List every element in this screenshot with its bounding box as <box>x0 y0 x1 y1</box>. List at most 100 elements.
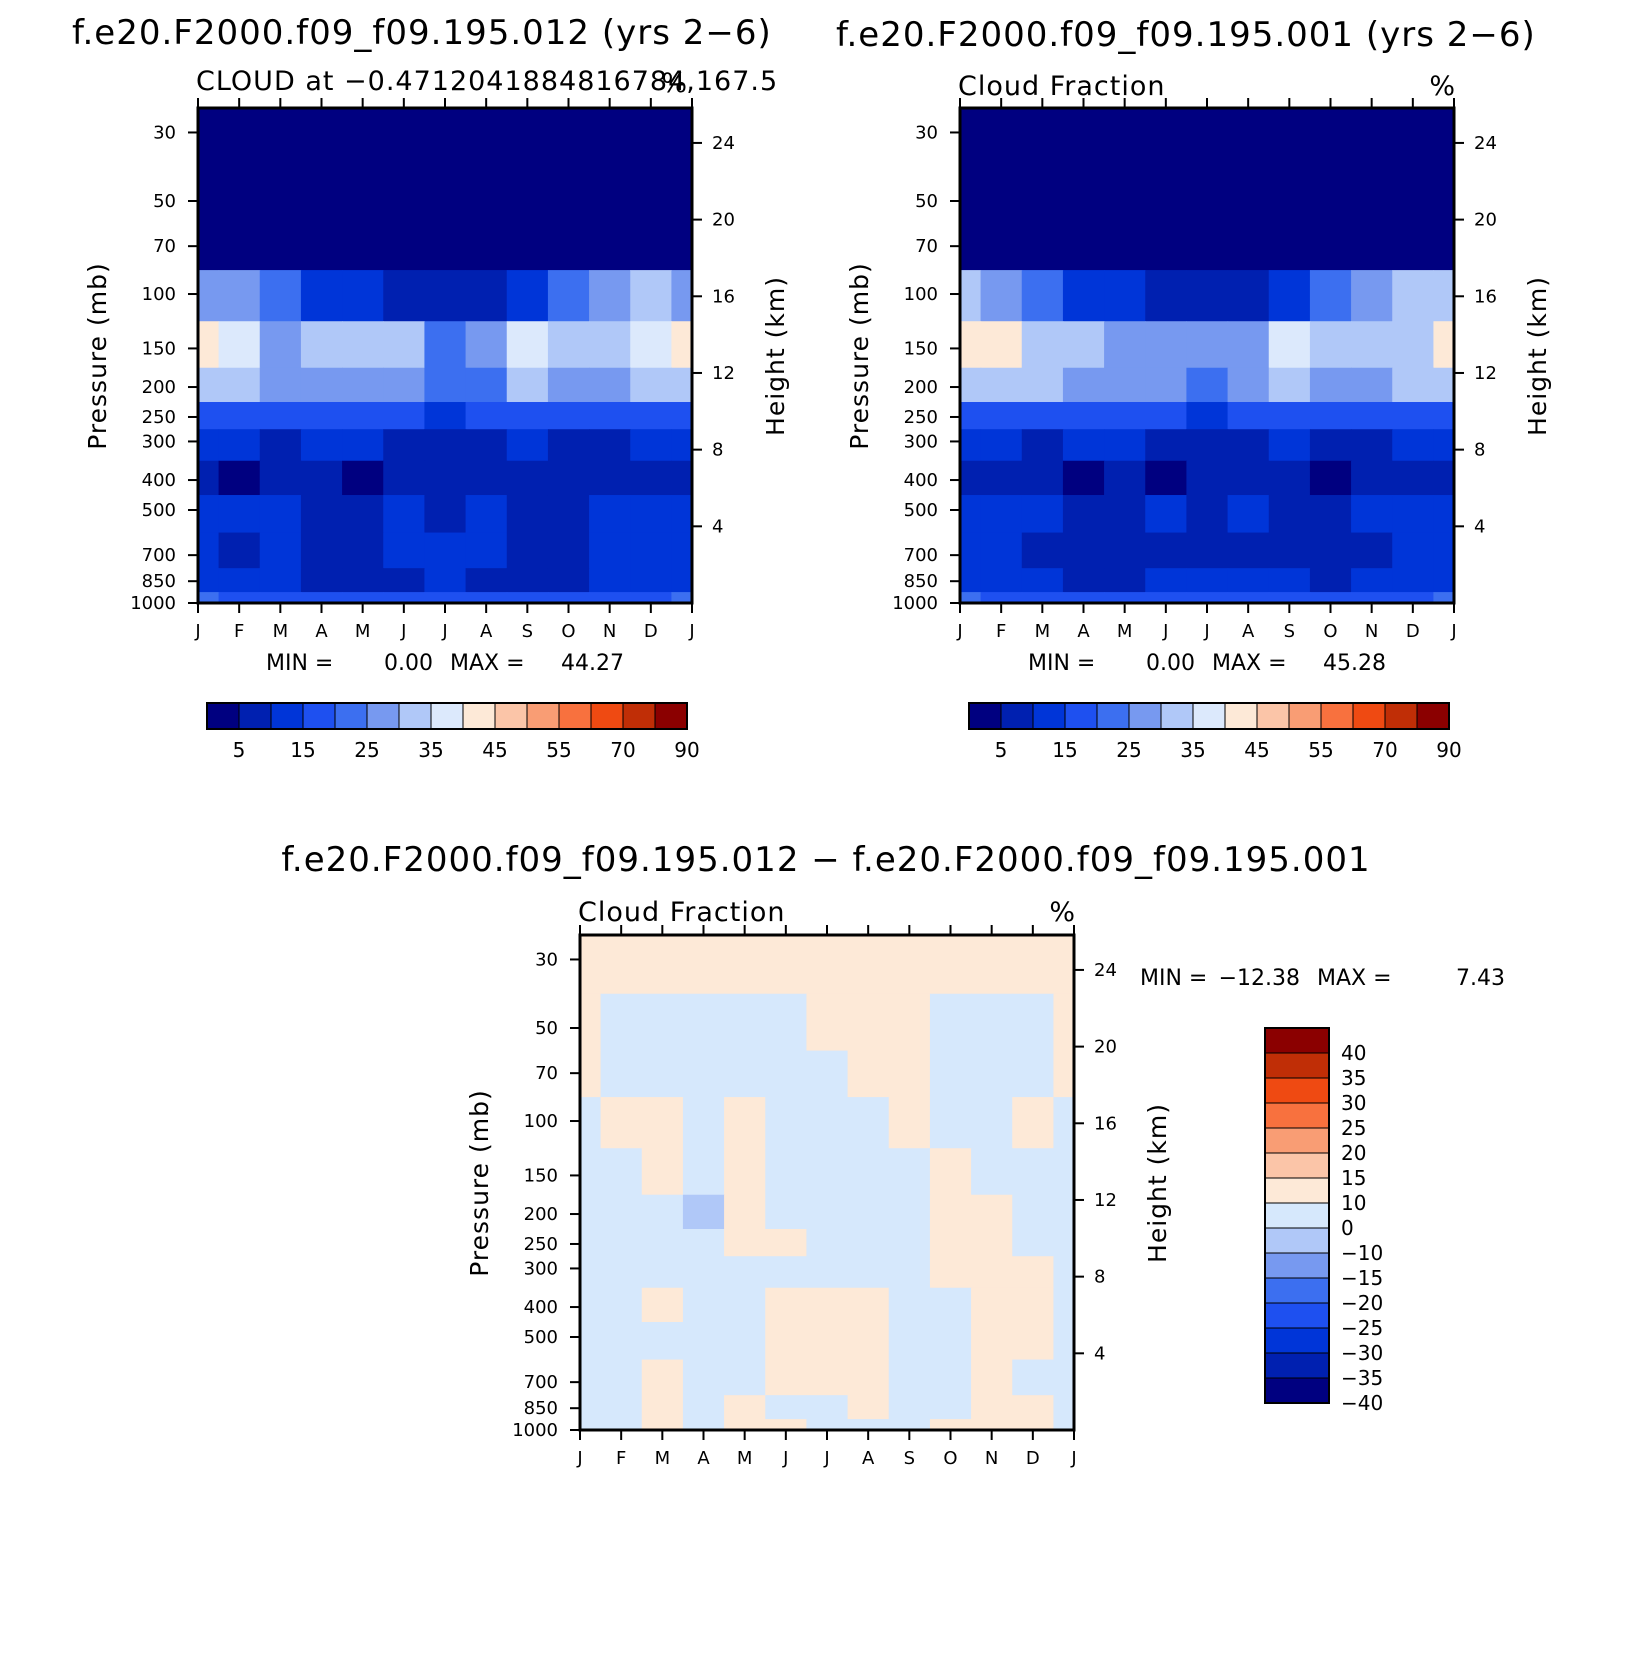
y-right-tick-label: 8 <box>712 440 723 461</box>
contour-cell <box>465 108 508 168</box>
contour-cell <box>1053 1194 1075 1230</box>
panel-2-min-value: 0.00 <box>1146 651 1195 676</box>
y-tick-label: 100 <box>142 284 176 305</box>
contour-cell <box>960 402 982 430</box>
contour-cell <box>1186 270 1229 322</box>
contour-cell <box>1186 532 1229 569</box>
contour-cell <box>847 1050 890 1098</box>
contour-cell <box>1268 321 1311 369</box>
contour-cell <box>589 166 631 225</box>
contour-cell <box>1053 1229 1075 1257</box>
contour-cell <box>1062 568 1105 593</box>
colorbar-swatch <box>1264 1227 1330 1254</box>
x-tick-label: J <box>441 621 447 642</box>
contour-cell <box>547 592 590 604</box>
contour-cell <box>465 270 508 322</box>
contour-cell <box>600 1287 643 1323</box>
colorbar-label: 5 <box>995 738 1008 762</box>
contour-cell <box>547 223 590 271</box>
contour-cell <box>1062 495 1105 534</box>
contour-cell <box>671 270 693 322</box>
contour-cell <box>589 532 631 569</box>
contour-cell <box>259 429 302 462</box>
contour-cell <box>1351 532 1393 569</box>
contour-cell <box>1012 1322 1055 1361</box>
contour-cell <box>1309 402 1352 430</box>
x-tick-label: S <box>904 1448 915 1469</box>
contour-cell <box>600 1097 643 1149</box>
contour-cell <box>641 1097 684 1149</box>
contour-cell <box>383 223 426 271</box>
contour-cell <box>1433 592 1455 604</box>
contour-cell <box>1062 321 1105 369</box>
contour-cell <box>218 367 261 403</box>
contour-cell <box>1268 166 1311 225</box>
contour-cell <box>1227 402 1270 430</box>
panel-1-axes: J F M A M J J A S O N D J 30 50 70 100 150 200 250 300 400 500… <box>130 98 735 642</box>
contour-cell <box>765 1194 808 1230</box>
contour-cell <box>1392 429 1435 462</box>
panel-1-ylabel-right: Height (km) <box>761 276 790 436</box>
panel-3: f.e20.F2000.f09_f09.195.012 − f.e20.F200… <box>281 840 1505 1469</box>
y-right-tick-label: 12 <box>712 363 735 384</box>
contour-cell <box>1021 495 1064 534</box>
colorbar-swatch <box>1264 1027 1330 1054</box>
contour-cell <box>342 460 384 496</box>
contour-cell <box>682 1359 725 1396</box>
contour-cell <box>1268 429 1311 462</box>
contour-cell <box>1186 367 1229 403</box>
contour-cell <box>424 402 467 430</box>
contour-cell <box>600 1395 643 1420</box>
colorbar-swatch <box>206 702 240 730</box>
contour-cell <box>630 429 673 462</box>
contour-cell <box>847 1194 890 1230</box>
contour-cell <box>980 460 1023 496</box>
contour-cell <box>1268 108 1311 168</box>
contour-cell <box>424 568 467 593</box>
contour-cell <box>465 367 508 403</box>
y-tick-label: 200 <box>904 377 938 398</box>
contour-cell <box>300 367 343 403</box>
contour-cell <box>1309 495 1352 534</box>
colorbar-swatch <box>1264 1327 1330 1354</box>
contour-cell <box>465 321 508 369</box>
contour-cell <box>1309 223 1352 271</box>
contour-cell <box>1433 460 1455 496</box>
contour-cell <box>342 495 384 534</box>
contour-cell <box>580 1229 602 1257</box>
contour-cell <box>1392 460 1435 496</box>
colorbar-swatch <box>1264 1177 1330 1204</box>
contour-cell <box>1268 495 1311 534</box>
contour-cell <box>1053 1419 1075 1431</box>
contour-cell <box>980 568 1023 593</box>
contour-cell <box>1145 460 1188 496</box>
x-tick-label: M <box>355 621 371 642</box>
y-tick-label: 500 <box>904 500 938 521</box>
contour-cell <box>506 495 549 534</box>
contour-cell <box>300 108 343 168</box>
x-tick-label: J <box>400 621 406 642</box>
contour-cell <box>630 495 673 534</box>
y-tick-label: 150 <box>524 1165 558 1186</box>
contour-cell <box>765 1097 808 1149</box>
contour-cell <box>580 1050 602 1098</box>
contour-cell <box>806 1322 849 1361</box>
contour-cell <box>589 402 631 430</box>
contour-cell <box>465 402 508 430</box>
contour-cell <box>847 1359 890 1396</box>
contour-cell <box>671 532 693 569</box>
colorbar-swatch <box>590 702 624 730</box>
y-tick-label: 50 <box>153 191 176 212</box>
panel-1-min-label: MIN = <box>266 651 333 676</box>
contour-cell <box>724 1322 766 1361</box>
colorbar-swatch <box>1264 1252 1330 1279</box>
contour-cell <box>671 321 693 369</box>
contour-cell <box>960 592 982 604</box>
contour-cell <box>1227 321 1270 369</box>
contour-cell <box>589 429 631 462</box>
contour-cell <box>465 592 508 604</box>
colorbar-swatch <box>1416 702 1450 730</box>
contour-cell <box>1186 495 1229 534</box>
y-right-tick-label: 16 <box>1474 286 1497 307</box>
contour-cell <box>465 223 508 271</box>
